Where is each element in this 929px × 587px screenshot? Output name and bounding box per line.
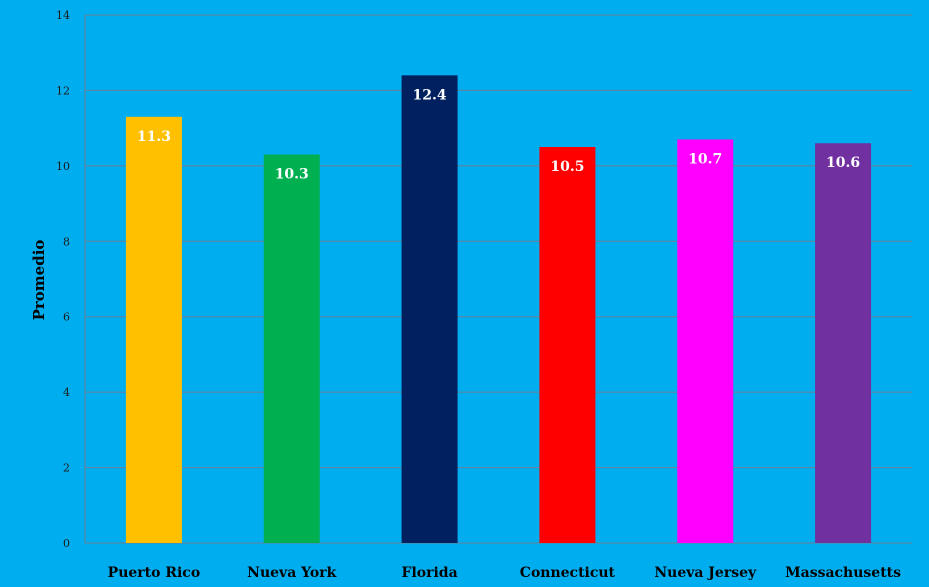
y-tick-label: 6 — [63, 311, 70, 324]
bar-connecticut — [539, 147, 596, 543]
data-label: 10.6 — [826, 155, 860, 171]
y-tick-label: 10 — [56, 160, 70, 173]
bar-massachusetts — [815, 143, 872, 543]
bar-nueva-jersey — [677, 139, 734, 543]
y-tick-label: 12 — [56, 84, 70, 97]
grid-layer — [84, 14, 912, 544]
y-tick-label: 4 — [63, 386, 70, 399]
bar-nueva-york — [263, 154, 320, 544]
y-axis-title: Promedio — [30, 240, 48, 321]
data-label: 12.4 — [413, 87, 447, 103]
x-tick-label: Puerto Rico — [108, 565, 200, 581]
y-tick-label: 2 — [63, 462, 70, 475]
bars-layer — [125, 75, 872, 544]
x-tick-labels: Puerto Rico Nueva York Florida Connecticut N… — [108, 565, 901, 581]
x-tick-label: Massachusetts — [785, 565, 901, 581]
data-labels: 11.3 10.3 12.4 10.5 10.7 10.6 — [137, 87, 860, 182]
bar-puerto-rico — [125, 116, 182, 543]
y-tick-label: 14 — [56, 9, 70, 22]
data-label: 11.3 — [137, 129, 171, 145]
bar-florida — [401, 75, 458, 543]
x-tick-label: Nueva York — [247, 565, 336, 581]
x-tick-label: Nueva Jersey — [654, 565, 757, 581]
data-label: 10.3 — [275, 167, 309, 183]
y-tick-label: 8 — [63, 235, 70, 248]
data-label: 10.5 — [550, 159, 584, 175]
x-tick-label: Connecticut — [520, 565, 616, 581]
data-label: 10.7 — [688, 151, 722, 167]
x-tick-label: Florida — [402, 565, 458, 581]
y-tick-labels: 0 2 4 6 8 10 12 14 — [56, 9, 70, 550]
y-tick-label: 0 — [63, 537, 70, 550]
